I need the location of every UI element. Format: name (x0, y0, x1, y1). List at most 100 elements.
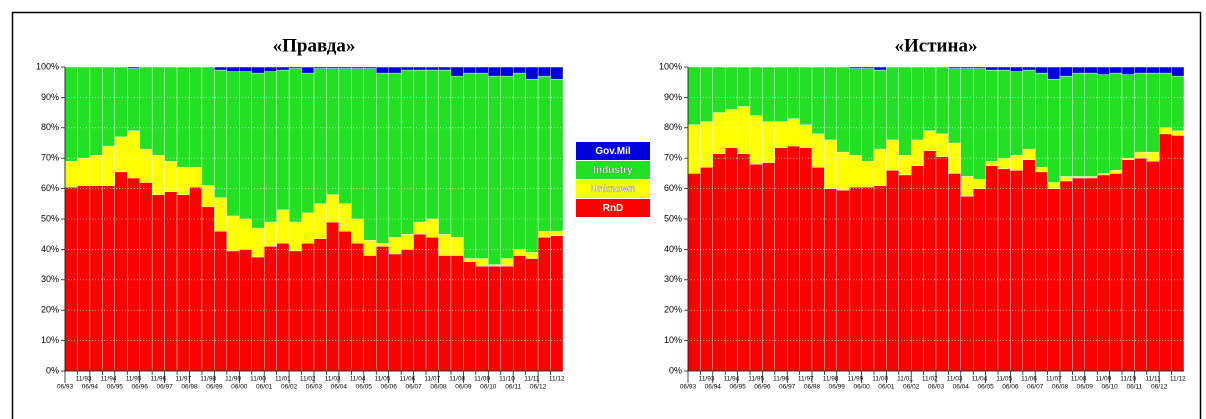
bar-segment (500, 258, 514, 267)
bar-segment (89, 185, 103, 372)
y-tick-label: 0% (669, 365, 682, 375)
bar-segment (475, 66, 489, 74)
x-tick-label: 11/05 (375, 376, 391, 383)
bar-segment (264, 246, 277, 372)
bar-segment (861, 68, 875, 162)
x-tick-label: 06/12 (1151, 384, 1168, 391)
bar-segment (1072, 66, 1086, 74)
bar-segment (226, 215, 240, 252)
bar-segment (1171, 66, 1185, 77)
bar-segment (1096, 66, 1110, 75)
x-tick-label: 06/11 (1127, 384, 1143, 391)
bar-segment (127, 177, 140, 372)
bar-segment (973, 68, 986, 180)
x-tick-label: 06/96 (132, 384, 149, 391)
bar-segment (1084, 72, 1098, 177)
bar-segment (712, 112, 726, 154)
x-tick-label: 06/01 (256, 384, 273, 391)
x-tick-label: 11/97 (798, 376, 814, 383)
bar-segment (151, 66, 165, 156)
bar-segment (687, 66, 701, 125)
x-tick-label: 11/04 (972, 376, 988, 383)
bar-segment (288, 68, 302, 223)
bar-segment (288, 221, 302, 252)
bar-segment (226, 66, 240, 72)
x-tick-label: 06/97 (779, 384, 796, 391)
bar-segment (525, 78, 539, 253)
bar-segment (997, 168, 1011, 372)
bar-segment (1171, 75, 1185, 132)
bar-segment (525, 252, 539, 259)
bar-segment (89, 154, 103, 186)
bar-segment (438, 69, 452, 235)
legend-swatch (576, 180, 650, 198)
bar-segment (873, 185, 887, 372)
bar-segment (687, 124, 701, 174)
x-tick-label: 06/08 (430, 384, 447, 391)
bar-segment (898, 174, 912, 372)
x-tick-label: 11/97 (175, 376, 191, 383)
bar-segment (985, 165, 999, 372)
bar-segment (997, 66, 1011, 71)
chart-title: «Истина» (895, 35, 978, 56)
y-tick-label: 70% (664, 153, 682, 163)
bar-segment (948, 68, 962, 144)
bar-segment (463, 66, 477, 74)
x-tick-label: 06/94 (705, 384, 722, 391)
bar-segment (1121, 74, 1135, 159)
bar-segment (475, 72, 489, 259)
bar-segment (463, 72, 477, 259)
x-tick-label: 06/09 (1077, 384, 1094, 391)
legend-swatch (576, 199, 650, 217)
bar-segment (737, 106, 751, 154)
bar-segment (475, 258, 489, 267)
x-tick-label: 06/98 (181, 384, 198, 391)
x-tick-label: 11/94 (724, 376, 740, 383)
bar-segment (749, 115, 763, 165)
x-tick-label: 11/02 (300, 376, 316, 383)
bar-segment (960, 68, 974, 177)
bar-segment (1171, 130, 1185, 136)
bar-segment (1072, 176, 1086, 179)
bar-segment (985, 161, 999, 167)
bar-segment (214, 69, 228, 198)
bar-segment (725, 109, 738, 148)
bar-segment (102, 66, 115, 147)
bar-segment (438, 255, 452, 372)
bar-segment (1022, 159, 1036, 372)
x-tick-label: 06/00 (853, 384, 870, 391)
bar-segment (139, 148, 153, 183)
x-tick-label: 06/93 (680, 384, 697, 391)
bar-segment (201, 206, 215, 372)
bar-segment (824, 66, 838, 141)
bar-segment (189, 66, 203, 168)
bar-segment (861, 186, 875, 372)
bar-segment (338, 68, 352, 204)
bar-segment (1134, 66, 1148, 74)
x-tick-label: 06/94 (82, 384, 99, 391)
bar-segment (1022, 66, 1036, 71)
y-tick-label: 90% (41, 92, 59, 102)
bar-segment (114, 171, 128, 372)
bar-segment (513, 66, 526, 74)
bar-segment (725, 147, 738, 372)
x-tick-label: 06/01 (878, 384, 895, 391)
bar-segment (77, 157, 91, 186)
bar-segment (911, 165, 924, 372)
bar-segment (450, 237, 464, 256)
bar-segment (1047, 188, 1061, 372)
bar-segment (276, 69, 290, 211)
bar-segment (737, 66, 751, 107)
bar-segment (725, 66, 738, 110)
bar-segment (413, 233, 427, 372)
bar-segment (849, 154, 862, 188)
bar-segment (1109, 170, 1123, 174)
bar-segment (1084, 66, 1098, 74)
bar-segment (1109, 66, 1123, 74)
bar-segment (301, 72, 315, 214)
bar-segment (388, 253, 402, 372)
bar-segment (251, 227, 265, 258)
x-tick-label: 06/98 (804, 384, 821, 391)
x-tick-label: 06/03 (928, 384, 945, 391)
bar-segment (824, 139, 838, 189)
